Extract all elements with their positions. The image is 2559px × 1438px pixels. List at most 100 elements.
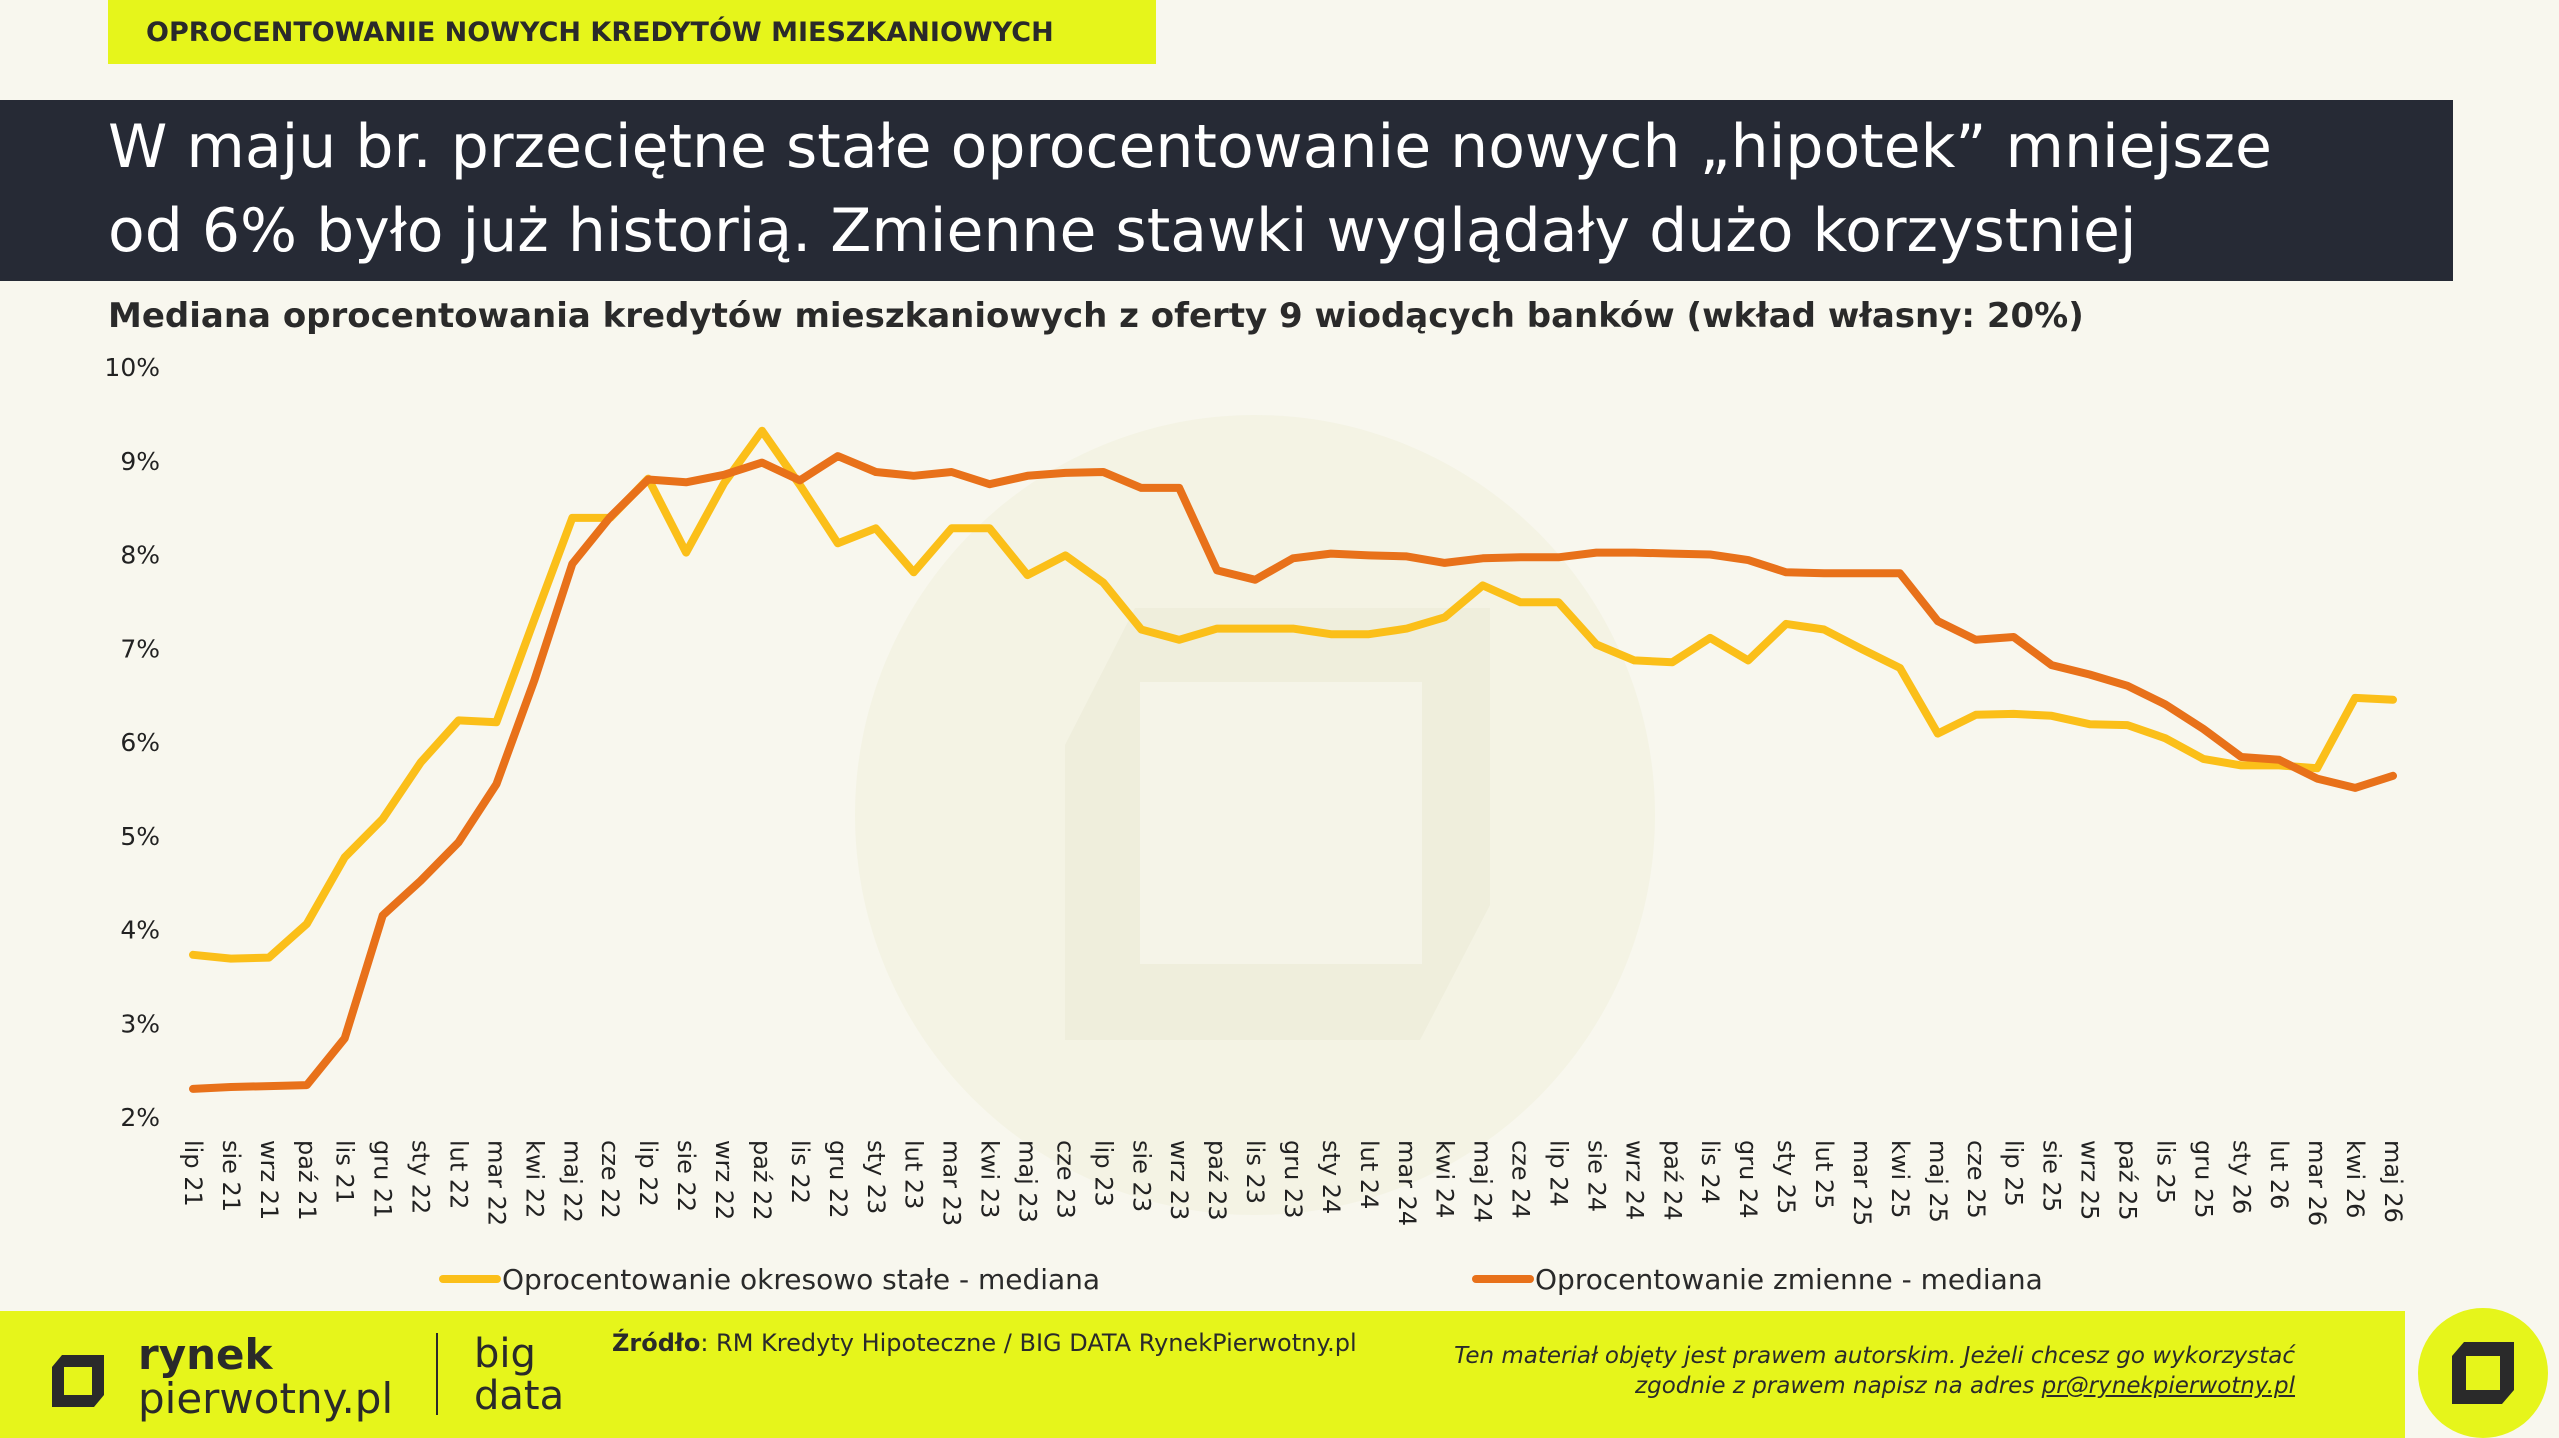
y-tick-label: 10% <box>104 353 160 382</box>
footer-bar: rynek pierwotny.pl big data Źródło: RM K… <box>0 1311 2405 1438</box>
x-tick-label: lut 25 <box>1810 1140 1838 1209</box>
copyright-line-1: Ten materiał objęty jest prawem autorski… <box>1454 1343 2295 1369</box>
y-axis: 2% 3% 4% 5% 6% 7% 8% 9% 10% <box>104 353 160 1132</box>
x-tick-label: lip 25 <box>2000 1140 2028 1207</box>
x-tick-label: maj 24 <box>1469 1140 1497 1223</box>
x-tick-label: sie 25 <box>2038 1140 2066 1212</box>
x-tick-label: lis 24 <box>1696 1140 1724 1204</box>
logo-divider <box>436 1333 438 1415</box>
bigdata-line-1: big <box>474 1331 536 1377</box>
background-watermark <box>855 415 1655 1215</box>
x-tick-label: cze 24 <box>1507 1140 1535 1219</box>
x-tick-label: cze 25 <box>1962 1140 1990 1219</box>
headline-banner: W maju br. przeciętne stałe oprocentowan… <box>0 100 2453 281</box>
x-tick-label: sty 26 <box>2227 1140 2255 1214</box>
x-tick-label: lip 22 <box>634 1140 662 1207</box>
x-tick-label: kwi 23 <box>976 1140 1004 1218</box>
x-tick-label: maj 23 <box>1013 1140 1041 1223</box>
x-tick-label: paź 23 <box>1203 1140 1231 1221</box>
brand-logo-line-2: pierwotny.pl <box>138 1374 394 1423</box>
x-tick-label: mar 25 <box>1848 1140 1876 1226</box>
x-tick-label: mar 23 <box>938 1140 966 1226</box>
x-tick-label: sie 22 <box>672 1140 700 1212</box>
chart-subtitle: Mediana oprocentowania kredytów mieszkan… <box>108 296 2084 336</box>
x-tick-label: paź 22 <box>748 1140 776 1221</box>
x-tick-label: lut 22 <box>445 1140 473 1209</box>
x-tick-label: maj 25 <box>1924 1140 1952 1223</box>
y-tick-label: 8% <box>120 541 160 570</box>
y-tick-label: 4% <box>120 916 160 945</box>
x-tick-label: sty 24 <box>1317 1140 1345 1214</box>
x-tick-label: maj 22 <box>558 1140 586 1223</box>
x-tick-label: wrz 22 <box>710 1140 738 1220</box>
x-tick-label: lut 24 <box>1355 1140 1383 1209</box>
x-tick-label: lut 23 <box>900 1140 928 1209</box>
x-tick-label: wrz 24 <box>1620 1140 1648 1220</box>
x-tick-label: wrz 25 <box>2076 1140 2104 1220</box>
rynekpierwotny-logo-icon <box>52 1355 104 1407</box>
legend-label: Oprocentowanie zmienne - mediana <box>1535 1263 2043 1296</box>
x-tick-label: paź 25 <box>2113 1140 2141 1221</box>
top-tag: OPROCENTOWANIE NOWYCH KREDYTÓW MIESZKANI… <box>108 0 1156 64</box>
x-tick-label: gru 21 <box>369 1140 397 1218</box>
x-tick-label: kwi 24 <box>1431 1140 1459 1218</box>
copyright-note: Ten materiał objęty jest prawem autorski… <box>1454 1341 2295 1401</box>
top-tag-label: OPROCENTOWANIE NOWYCH KREDYTÓW MIESZKANI… <box>146 16 1054 48</box>
headline-line-2: od 6% było już historią. Zmienne stawki … <box>108 196 2137 266</box>
contact-email-link[interactable]: pr@rynekpierwotny.pl <box>2041 1373 2295 1399</box>
x-tick-label: lis 23 <box>1241 1140 1269 1204</box>
bigdata-logo: big data <box>474 1333 564 1417</box>
x-tick-label: cze 22 <box>596 1140 624 1219</box>
x-axis: lip 21 sie 21 wrz 21 paź 21 lis 21 gru 21 sty … <box>179 1140 2407 1226</box>
x-tick-label: lip 23 <box>1089 1140 1117 1207</box>
source-text: : RM Kredyty Hipoteczne / BIG DATA Rynek… <box>700 1329 1357 1357</box>
y-tick-label: 2% <box>120 1103 160 1132</box>
x-tick-label: lis 25 <box>2151 1140 2179 1204</box>
x-tick-label: lis 21 <box>331 1140 359 1204</box>
bigdata-line-2: data <box>474 1373 565 1419</box>
x-tick-label: sty 22 <box>407 1140 435 1214</box>
brand-logo-line-1: rynek <box>138 1330 273 1379</box>
x-tick-label: gru 22 <box>824 1140 852 1218</box>
x-tick-label: gru 23 <box>1279 1140 1307 1218</box>
y-tick-label: 9% <box>120 447 160 476</box>
x-tick-label: sie 23 <box>1127 1140 1155 1212</box>
x-tick-label: maj 26 <box>2379 1140 2407 1223</box>
x-tick-label: gru 24 <box>1734 1140 1762 1218</box>
source-note: Źródło: RM Kredyty Hipoteczne / BIG DATA… <box>612 1329 1357 1357</box>
corner-logo-icon <box>2452 1342 2514 1404</box>
series-layer <box>189 426 2397 1093</box>
x-tick-label: lut 26 <box>2265 1140 2293 1209</box>
brand-logo-text: rynek pierwotny.pl <box>138 1333 393 1421</box>
legend-label: Oprocentowanie okresowo stałe - mediana <box>502 1263 1100 1296</box>
x-tick-label: mar 26 <box>2303 1140 2331 1226</box>
y-tick-label: 3% <box>120 1009 160 1038</box>
x-tick-label: sie 21 <box>217 1140 245 1212</box>
x-tick-label: gru 25 <box>2189 1140 2217 1218</box>
x-tick-label: sty 23 <box>862 1140 890 1214</box>
x-tick-label: lip 21 <box>179 1140 207 1207</box>
y-tick-label: 6% <box>120 728 160 757</box>
y-tick-label: 5% <box>120 822 160 851</box>
x-tick-label: mar 22 <box>482 1140 510 1226</box>
x-tick-label: sty 25 <box>1772 1140 1800 1214</box>
y-tick-label: 7% <box>120 634 160 663</box>
x-tick-label: lis 22 <box>786 1140 814 1204</box>
x-tick-label: kwi 25 <box>1886 1140 1914 1218</box>
x-tick-label: wrz 21 <box>255 1140 283 1220</box>
x-tick-label: lip 24 <box>1545 1140 1573 1207</box>
corner-logo-badge <box>2418 1308 2548 1438</box>
line-chart: 2% 3% 4% 5% 6% 7% 8% 9% 10% lip 21 sie 21 wrz 21 pa… <box>104 353 2407 1296</box>
x-tick-label: wrz 23 <box>1165 1140 1193 1220</box>
x-tick-label: sie 24 <box>1582 1140 1610 1212</box>
x-tick-label: kwi 22 <box>520 1140 548 1218</box>
copyright-line-2: zgodnie z prawem napisz na adres <box>1635 1373 2042 1399</box>
x-tick-label: paź 21 <box>293 1140 321 1221</box>
x-tick-label: mar 24 <box>1393 1140 1421 1226</box>
source-label: Źródło <box>612 1329 701 1357</box>
headline-line-1: W maju br. przeciętne stałe oprocentowan… <box>108 112 2272 182</box>
legend: Oprocentowanie okresowo stałe - mediana O… <box>439 1263 2043 1296</box>
x-tick-label: cze 23 <box>1051 1140 1079 1219</box>
x-tick-label: kwi 26 <box>2341 1140 2369 1218</box>
x-tick-label: paź 24 <box>1658 1140 1686 1221</box>
